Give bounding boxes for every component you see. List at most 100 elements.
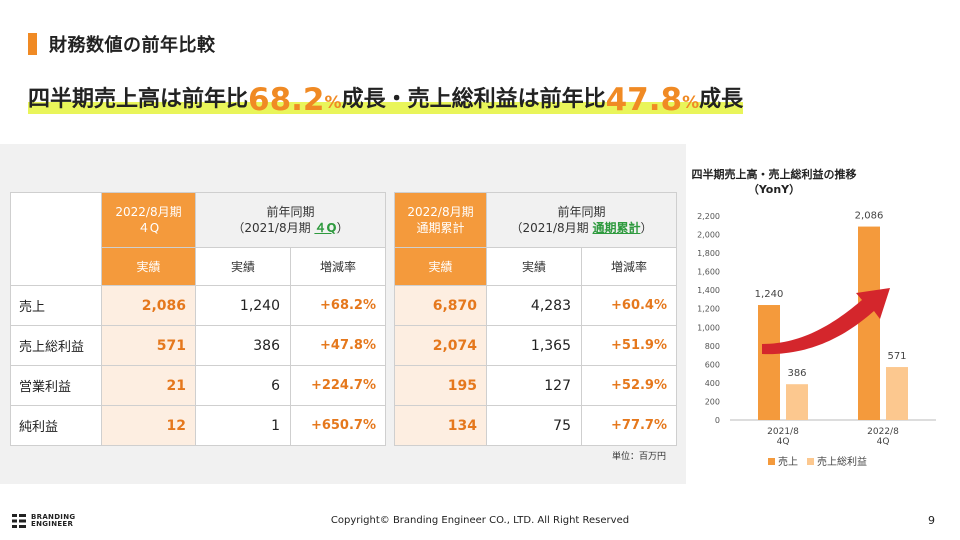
section-title: 財務数値の前年比較 bbox=[28, 33, 216, 56]
headline-value2: 47.8 bbox=[605, 82, 683, 118]
section-title-accent-bar bbox=[28, 33, 37, 55]
data-label: 1,240 bbox=[755, 289, 784, 300]
data-label: 386 bbox=[787, 368, 806, 379]
y-tick-label: 2,000 bbox=[697, 231, 720, 240]
page-number: 9 bbox=[928, 514, 935, 527]
chart-title: （YonY） bbox=[748, 183, 800, 196]
headline-part1: 四半期売上高は前年比 bbox=[28, 87, 249, 112]
annual-prev-value: 75 bbox=[486, 405, 582, 446]
legend-label-gross-profit: 売上総利益 bbox=[817, 455, 867, 468]
quarter-current-value: 12 bbox=[101, 405, 196, 446]
annual-sub-current: 実績 bbox=[394, 247, 487, 286]
x-tick-label: 2021/8 bbox=[767, 427, 799, 437]
quarter-rate-value: +224.7% bbox=[290, 365, 386, 406]
headline-pct1: % bbox=[324, 93, 342, 113]
annual-current-value: 6,870 bbox=[394, 285, 487, 326]
quarter-prev-link[interactable]: ４Q bbox=[314, 221, 337, 235]
annual-current-period-line1: 2022/8月期 bbox=[407, 205, 474, 219]
bar-gross-profit bbox=[786, 384, 808, 420]
data-label: 571 bbox=[887, 351, 906, 362]
growth-arrow-icon bbox=[762, 288, 890, 355]
table-row: 134 75 +77.7% bbox=[394, 405, 677, 446]
annual-prev-link[interactable]: 通期累計 bbox=[592, 221, 641, 235]
annual-rate-value: +60.4% bbox=[581, 285, 677, 326]
quarter-prev-period-line1: 前年同期 bbox=[266, 205, 315, 219]
logo-mark-icon bbox=[12, 514, 26, 528]
annual-rate-value: +51.9% bbox=[581, 325, 677, 366]
annual-rate-value: +52.9% bbox=[581, 365, 677, 406]
quarter-sub-prev: 実績 bbox=[195, 247, 291, 286]
annual-current-value: 195 bbox=[394, 365, 487, 406]
company-logo: BRANDING ENGINEER bbox=[12, 514, 75, 528]
headline-highlight bbox=[28, 102, 744, 114]
annual-current-period-head: 2022/8月期 通期累計 bbox=[394, 192, 487, 248]
quarter-prev-period-line2: （2021/8月期 ４Q） bbox=[196, 220, 385, 236]
headline-part2: 成長・売上総利益は前年比 bbox=[341, 87, 606, 112]
chart-container: 四半期売上高・売上総利益の推移 （YonY） 0 200 400 600 800 1,000 1… bbox=[686, 144, 956, 484]
annual-table-header-row: 2022/8月期 通期累計 前年同期 （2021/8月期 通期累計） bbox=[394, 192, 677, 248]
table-row: 売上 2,086 1,240 +68.2% bbox=[10, 285, 386, 326]
row-label-gross-profit: 売上総利益 bbox=[10, 325, 102, 366]
logo-wordmark: BRANDING ENGINEER bbox=[31, 514, 75, 528]
table-row: 純利益 12 1 +650.7% bbox=[10, 405, 386, 446]
table-row: 売上総利益 571 386 +47.8% bbox=[10, 325, 386, 366]
quarter-prev-period-head: 前年同期 （2021/8月期 ４Q） bbox=[195, 192, 386, 248]
y-tick-label: 2,200 bbox=[697, 212, 720, 221]
y-tick-label: 1,000 bbox=[697, 323, 720, 332]
legend-label-sales: 売上 bbox=[778, 455, 798, 468]
chart-title: 四半期売上高・売上総利益の推移 bbox=[692, 167, 857, 181]
quarter-prev-value: 6 bbox=[195, 365, 291, 406]
bar-sales bbox=[758, 305, 780, 420]
y-tick-label: 0 bbox=[715, 416, 720, 425]
quarter-current-value: 2,086 bbox=[101, 285, 196, 326]
annual-prev-value: 127 bbox=[486, 365, 582, 406]
annual-prev-value: 4,283 bbox=[486, 285, 582, 326]
quarter-prev-prefix: （2021/8月期 bbox=[232, 221, 315, 235]
y-tick-label: 1,800 bbox=[697, 249, 720, 258]
row-label-operating-profit: 営業利益 bbox=[10, 365, 102, 406]
section-title-text: 財務数値の前年比較 bbox=[49, 35, 216, 56]
quarter-sub-current: 実績 bbox=[101, 247, 196, 286]
row-label-sales: 売上 bbox=[10, 285, 102, 326]
y-tick-label: 600 bbox=[705, 360, 720, 369]
quarter-current-value: 21 bbox=[101, 365, 196, 406]
table-row: 2,074 1,365 +51.9% bbox=[394, 325, 677, 366]
quarter-rate-value: +47.8% bbox=[290, 325, 386, 366]
legend-swatch-gross-profit bbox=[807, 458, 814, 465]
row-label-net-profit: 純利益 bbox=[10, 405, 102, 446]
y-tick-label: 800 bbox=[705, 342, 720, 351]
data-label: 2,086 bbox=[855, 211, 884, 222]
headline-pct2: % bbox=[682, 93, 700, 113]
bar-gross-profit bbox=[886, 367, 908, 420]
quarter-table-subheader-row: 実績 実績 増減率 bbox=[11, 247, 386, 286]
legend-swatch-sales bbox=[768, 458, 775, 465]
y-tick-label: 400 bbox=[705, 379, 720, 388]
annual-table-subheader-row: 実績 実績 増減率 bbox=[394, 247, 677, 286]
logo-line2: ENGINEER bbox=[31, 520, 74, 528]
annual-sub-prev: 実績 bbox=[486, 247, 582, 286]
table-corner-cell bbox=[10, 192, 102, 286]
quarter-sub-rate: 増減率 bbox=[290, 247, 386, 286]
headline: 四半期売上高は前年比 68.2 % 成長・売上総利益は前年比 47.8 % 成長 bbox=[28, 74, 744, 118]
x-tick-label: 4Q bbox=[777, 437, 790, 447]
quarter-prev-value: 386 bbox=[195, 325, 291, 366]
quarter-rate-value: +68.2% bbox=[290, 285, 386, 326]
annual-table: 2022/8月期 通期累計 前年同期 （2021/8月期 通期累計） 実績 実績… bbox=[394, 192, 677, 446]
table-row: 6,870 4,283 +60.4% bbox=[394, 285, 677, 326]
annual-current-value: 134 bbox=[394, 405, 487, 446]
y-tick-label: 1,200 bbox=[697, 305, 720, 314]
annual-current-value: 2,074 bbox=[394, 325, 487, 366]
quarter-prev-value: 1 bbox=[195, 405, 291, 446]
quarter-current-value: 571 bbox=[101, 325, 196, 366]
annual-sub-rate: 増減率 bbox=[581, 247, 677, 286]
annual-current-period-line2: 通期累計 bbox=[416, 221, 465, 235]
logo-line1: BRANDING bbox=[31, 513, 76, 521]
bar-sales bbox=[858, 226, 880, 420]
quarter-current-period-line1: 2022/8月期 bbox=[115, 205, 182, 219]
quarter-current-period-head: 2022/8月期 ４Q bbox=[101, 192, 196, 248]
annual-prev-period-line1: 前年同期 bbox=[557, 205, 606, 219]
annual-prev-period-head: 前年同期 （2021/8月期 通期累計） bbox=[486, 192, 677, 248]
y-tick-label: 200 bbox=[705, 397, 720, 406]
x-tick-label: 2022/8 bbox=[867, 427, 899, 437]
quarter-table-header-row: 2022/8月期 ４Q 前年同期 （2021/8月期 ４Q） bbox=[10, 192, 386, 286]
